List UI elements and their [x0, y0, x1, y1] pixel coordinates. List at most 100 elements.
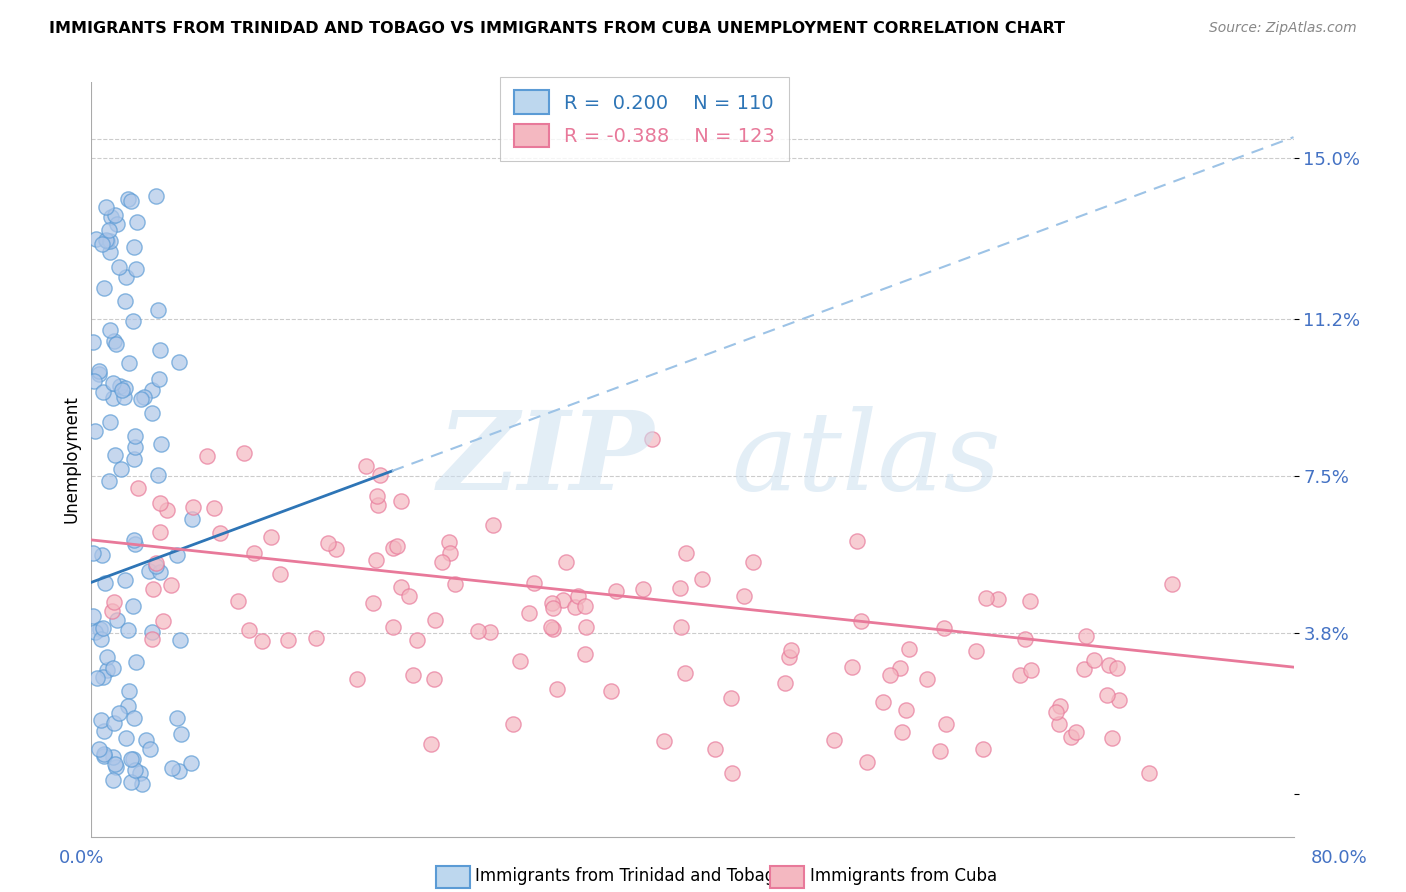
Point [567, 590, 589, 604]
Point [965, 643, 987, 657]
Point [127, 481, 149, 495]
Point [389, 580, 412, 594]
Point [1073, 662, 1095, 676]
Point [226, 594, 249, 608]
Point [167, 764, 190, 779]
Point [156, 503, 179, 517]
Point [479, 625, 502, 640]
Point [91, 621, 114, 635]
Point [243, 546, 266, 560]
Point [120, 194, 142, 209]
Point [541, 622, 564, 636]
Point [444, 577, 467, 591]
Point [181, 500, 204, 514]
Point [90, 713, 112, 727]
Point [142, 582, 165, 597]
Point [1045, 706, 1067, 720]
Point [96, 233, 118, 247]
Point [100, 416, 122, 430]
Point [1047, 717, 1070, 731]
Point [117, 698, 139, 713]
Point [104, 756, 127, 771]
Point [325, 542, 347, 557]
Point [846, 534, 869, 549]
Point [669, 581, 692, 595]
Point [125, 262, 148, 277]
Point [1019, 593, 1042, 607]
Point [166, 548, 188, 562]
Point [145, 558, 167, 573]
Point [89, 367, 111, 381]
Point [574, 599, 596, 613]
Point [420, 737, 443, 751]
Point [773, 676, 796, 690]
Point [82, 335, 104, 350]
Point [100, 604, 122, 618]
Point [917, 672, 939, 686]
Point [83, 375, 105, 389]
Point [879, 668, 901, 682]
Point [124, 763, 146, 777]
Point [564, 599, 586, 614]
Point [1105, 661, 1128, 675]
Point [159, 578, 181, 592]
Point [129, 392, 152, 406]
Point [101, 750, 124, 764]
Point [105, 760, 128, 774]
Text: atlas: atlas [731, 406, 1001, 513]
Point [98, 234, 121, 248]
Point [181, 512, 204, 526]
Point [87, 742, 110, 756]
Point [167, 355, 190, 369]
Point [889, 661, 911, 675]
Point [631, 582, 654, 596]
Point [366, 489, 388, 503]
Point [856, 755, 879, 769]
Point [361, 596, 384, 610]
Point [381, 541, 404, 556]
Point [114, 380, 136, 394]
Point [139, 741, 162, 756]
Point [122, 314, 145, 328]
Point [101, 772, 124, 787]
Point [1097, 689, 1119, 703]
Point [108, 379, 131, 393]
Point [1010, 668, 1032, 682]
Point [208, 525, 231, 540]
Point [129, 765, 152, 780]
Point [385, 540, 408, 554]
Point [872, 695, 894, 709]
Point [145, 188, 167, 202]
Y-axis label: Unemployment: Unemployment [62, 395, 80, 524]
Point [124, 656, 146, 670]
Point [115, 731, 138, 745]
Point [97, 223, 120, 237]
Point [742, 555, 765, 569]
Point [122, 711, 145, 725]
Point [104, 448, 127, 462]
Point [551, 593, 574, 607]
Point [541, 596, 564, 610]
Point [890, 724, 912, 739]
Point [105, 217, 128, 231]
Point [439, 546, 461, 560]
Point [370, 468, 392, 483]
Point [1101, 731, 1123, 745]
Point [93, 747, 115, 761]
Point [149, 343, 172, 358]
Point [972, 742, 994, 756]
Point [93, 281, 115, 295]
Text: Source: ZipAtlas.com: Source: ZipAtlas.com [1209, 21, 1357, 36]
Point [84, 232, 107, 246]
Point [932, 622, 955, 636]
Point [103, 716, 125, 731]
Point [170, 727, 193, 741]
Point [1160, 577, 1182, 591]
Point [150, 436, 173, 450]
Point [1014, 632, 1036, 647]
Point [1083, 653, 1105, 667]
Point [430, 555, 453, 569]
Point [114, 294, 136, 309]
Point [780, 643, 803, 657]
Point [897, 642, 920, 657]
